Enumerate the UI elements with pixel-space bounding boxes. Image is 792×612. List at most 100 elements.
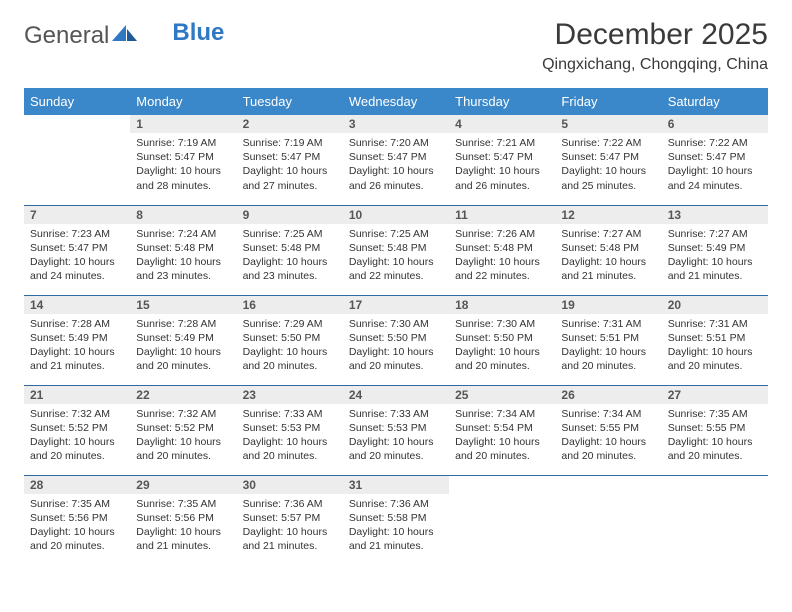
day-number: 4 — [449, 115, 555, 133]
day-number: 13 — [662, 206, 768, 224]
sunrise-text: Sunrise: 7:32 AM — [136, 407, 230, 421]
calendar-cell: 16Sunrise: 7:29 AMSunset: 5:50 PMDayligh… — [237, 295, 343, 385]
calendar-cell: 17Sunrise: 7:30 AMSunset: 5:50 PMDayligh… — [343, 295, 449, 385]
sunrise-text: Sunrise: 7:26 AM — [455, 227, 549, 241]
sunset-text: Sunset: 5:48 PM — [136, 241, 230, 255]
sunset-text: Sunset: 5:50 PM — [243, 331, 337, 345]
sunrise-text: Sunrise: 7:24 AM — [136, 227, 230, 241]
sunset-text: Sunset: 5:48 PM — [243, 241, 337, 255]
day-details: Sunrise: 7:30 AMSunset: 5:50 PMDaylight:… — [343, 314, 449, 380]
sunrise-text: Sunrise: 7:22 AM — [561, 136, 655, 150]
sunset-text: Sunset: 5:56 PM — [30, 511, 124, 525]
daylight-text: Daylight: 10 hours and 25 minutes. — [561, 164, 655, 192]
calendar-row: 1Sunrise: 7:19 AMSunset: 5:47 PMDaylight… — [24, 115, 768, 205]
calendar-cell — [662, 475, 768, 565]
day-number: 12 — [555, 206, 661, 224]
day-number: 2 — [237, 115, 343, 133]
sunset-text: Sunset: 5:52 PM — [30, 421, 124, 435]
day-number: 14 — [24, 296, 130, 314]
sunrise-text: Sunrise: 7:32 AM — [30, 407, 124, 421]
day-number: 9 — [237, 206, 343, 224]
day-number: 5 — [555, 115, 661, 133]
sunset-text: Sunset: 5:49 PM — [30, 331, 124, 345]
sunrise-text: Sunrise: 7:30 AM — [349, 317, 443, 331]
sunset-text: Sunset: 5:58 PM — [349, 511, 443, 525]
calendar-cell: 13Sunrise: 7:27 AMSunset: 5:49 PMDayligh… — [662, 205, 768, 295]
sunrise-text: Sunrise: 7:23 AM — [30, 227, 124, 241]
sunset-text: Sunset: 5:47 PM — [243, 150, 337, 164]
sunrise-text: Sunrise: 7:27 AM — [561, 227, 655, 241]
day-details: Sunrise: 7:25 AMSunset: 5:48 PMDaylight:… — [237, 224, 343, 290]
calendar-row: 21Sunrise: 7:32 AMSunset: 5:52 PMDayligh… — [24, 385, 768, 475]
calendar-cell: 2Sunrise: 7:19 AMSunset: 5:47 PMDaylight… — [237, 115, 343, 205]
calendar-cell: 5Sunrise: 7:22 AMSunset: 5:47 PMDaylight… — [555, 115, 661, 205]
sunrise-text: Sunrise: 7:35 AM — [30, 497, 124, 511]
day-number: 18 — [449, 296, 555, 314]
day-details: Sunrise: 7:21 AMSunset: 5:47 PMDaylight:… — [449, 133, 555, 199]
calendar-cell: 22Sunrise: 7:32 AMSunset: 5:52 PMDayligh… — [130, 385, 236, 475]
day-details: Sunrise: 7:24 AMSunset: 5:48 PMDaylight:… — [130, 224, 236, 290]
day-details: Sunrise: 7:35 AMSunset: 5:56 PMDaylight:… — [130, 494, 236, 560]
daylight-text: Daylight: 10 hours and 26 minutes. — [349, 164, 443, 192]
day-details: Sunrise: 7:30 AMSunset: 5:50 PMDaylight:… — [449, 314, 555, 380]
sunset-text: Sunset: 5:55 PM — [668, 421, 762, 435]
sunset-text: Sunset: 5:53 PM — [349, 421, 443, 435]
day-number: 6 — [662, 115, 768, 133]
day-number: 20 — [662, 296, 768, 314]
day-number: 22 — [130, 386, 236, 404]
day-number: 8 — [130, 206, 236, 224]
daylight-text: Daylight: 10 hours and 20 minutes. — [561, 345, 655, 373]
daylight-text: Daylight: 10 hours and 22 minutes. — [455, 255, 549, 283]
daylight-text: Daylight: 10 hours and 24 minutes. — [668, 164, 762, 192]
sunrise-text: Sunrise: 7:29 AM — [243, 317, 337, 331]
day-number: 11 — [449, 206, 555, 224]
day-details: Sunrise: 7:33 AMSunset: 5:53 PMDaylight:… — [237, 404, 343, 470]
sunset-text: Sunset: 5:53 PM — [243, 421, 337, 435]
sunrise-text: Sunrise: 7:33 AM — [243, 407, 337, 421]
day-details: Sunrise: 7:35 AMSunset: 5:56 PMDaylight:… — [24, 494, 130, 560]
sunset-text: Sunset: 5:54 PM — [455, 421, 549, 435]
daylight-text: Daylight: 10 hours and 20 minutes. — [561, 435, 655, 463]
sunrise-text: Sunrise: 7:35 AM — [668, 407, 762, 421]
day-details: Sunrise: 7:22 AMSunset: 5:47 PMDaylight:… — [555, 133, 661, 199]
sunset-text: Sunset: 5:47 PM — [349, 150, 443, 164]
sunset-text: Sunset: 5:50 PM — [455, 331, 549, 345]
calendar-cell: 12Sunrise: 7:27 AMSunset: 5:48 PMDayligh… — [555, 205, 661, 295]
weekday-header: Thursday — [449, 88, 555, 115]
calendar-cell: 6Sunrise: 7:22 AMSunset: 5:47 PMDaylight… — [662, 115, 768, 205]
day-number: 28 — [24, 476, 130, 494]
calendar-cell: 1Sunrise: 7:19 AMSunset: 5:47 PMDaylight… — [130, 115, 236, 205]
calendar-cell: 27Sunrise: 7:35 AMSunset: 5:55 PMDayligh… — [662, 385, 768, 475]
calendar-cell: 7Sunrise: 7:23 AMSunset: 5:47 PMDaylight… — [24, 205, 130, 295]
day-number: 25 — [449, 386, 555, 404]
calendar-cell: 11Sunrise: 7:26 AMSunset: 5:48 PMDayligh… — [449, 205, 555, 295]
calendar-cell: 25Sunrise: 7:34 AMSunset: 5:54 PMDayligh… — [449, 385, 555, 475]
logo-sail-icon — [112, 22, 138, 50]
sunset-text: Sunset: 5:49 PM — [136, 331, 230, 345]
calendar-row: 7Sunrise: 7:23 AMSunset: 5:47 PMDaylight… — [24, 205, 768, 295]
sunset-text: Sunset: 5:47 PM — [136, 150, 230, 164]
sunrise-text: Sunrise: 7:22 AM — [668, 136, 762, 150]
daylight-text: Daylight: 10 hours and 20 minutes. — [349, 435, 443, 463]
sunrise-text: Sunrise: 7:19 AM — [136, 136, 230, 150]
day-number: 24 — [343, 386, 449, 404]
calendar-cell: 19Sunrise: 7:31 AMSunset: 5:51 PMDayligh… — [555, 295, 661, 385]
calendar-cell — [449, 475, 555, 565]
calendar-cell: 24Sunrise: 7:33 AMSunset: 5:53 PMDayligh… — [343, 385, 449, 475]
day-details: Sunrise: 7:26 AMSunset: 5:48 PMDaylight:… — [449, 224, 555, 290]
day-number: 29 — [130, 476, 236, 494]
sunrise-text: Sunrise: 7:28 AM — [136, 317, 230, 331]
sunset-text: Sunset: 5:48 PM — [455, 241, 549, 255]
daylight-text: Daylight: 10 hours and 20 minutes. — [349, 345, 443, 373]
day-details: Sunrise: 7:31 AMSunset: 5:51 PMDaylight:… — [555, 314, 661, 380]
daylight-text: Daylight: 10 hours and 20 minutes. — [668, 345, 762, 373]
calendar-cell: 9Sunrise: 7:25 AMSunset: 5:48 PMDaylight… — [237, 205, 343, 295]
header: General Blue December 2025 Qingxichang, … — [24, 18, 768, 74]
weekday-header: Wednesday — [343, 88, 449, 115]
calendar-cell: 14Sunrise: 7:28 AMSunset: 5:49 PMDayligh… — [24, 295, 130, 385]
sunrise-text: Sunrise: 7:35 AM — [136, 497, 230, 511]
daylight-text: Daylight: 10 hours and 26 minutes. — [455, 164, 549, 192]
sunset-text: Sunset: 5:49 PM — [668, 241, 762, 255]
calendar-cell: 18Sunrise: 7:30 AMSunset: 5:50 PMDayligh… — [449, 295, 555, 385]
sunrise-text: Sunrise: 7:21 AM — [455, 136, 549, 150]
